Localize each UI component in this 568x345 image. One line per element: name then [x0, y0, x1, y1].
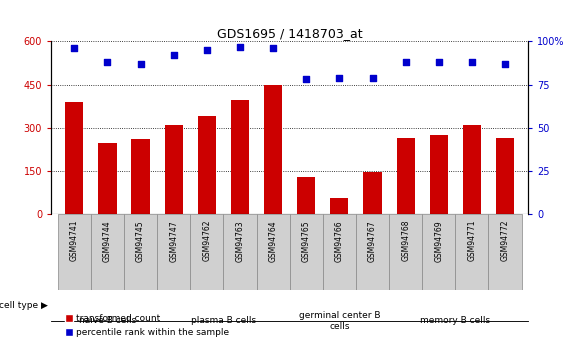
Text: GSM94744: GSM94744 [103, 220, 112, 262]
Text: germinal center B
cells: germinal center B cells [299, 311, 380, 331]
Text: GSM94766: GSM94766 [335, 220, 344, 262]
Text: GSM94763: GSM94763 [236, 220, 244, 262]
Text: GSM94762: GSM94762 [202, 220, 211, 262]
Point [335, 75, 344, 80]
Point [269, 46, 278, 51]
Bar [231, 100, 249, 214]
Point [136, 61, 145, 67]
Bar [190, 214, 223, 290]
Text: GSM94767: GSM94767 [368, 220, 377, 262]
Bar [98, 144, 116, 214]
Text: GSM94772: GSM94772 [500, 220, 509, 262]
Legend: transformed count, percentile rank within the sample: transformed count, percentile rank withi… [61, 311, 232, 341]
Text: GSM94771: GSM94771 [467, 220, 477, 262]
Bar [91, 214, 124, 290]
Point [368, 75, 377, 80]
Bar [488, 214, 521, 290]
Point [202, 47, 211, 53]
Bar [429, 135, 448, 214]
Text: naive B cells: naive B cells [79, 316, 136, 325]
Point [434, 59, 443, 65]
Bar [264, 85, 282, 214]
Bar [297, 177, 315, 214]
Text: GSM94769: GSM94769 [435, 220, 443, 262]
Text: GSM94768: GSM94768 [401, 220, 410, 262]
Bar [330, 198, 349, 214]
Point [401, 59, 410, 65]
Text: GSM94747: GSM94747 [169, 220, 178, 262]
Point [302, 77, 311, 82]
Point [103, 59, 112, 65]
Bar [364, 172, 382, 214]
Bar [389, 214, 422, 290]
Bar [124, 214, 157, 290]
Text: GSM94765: GSM94765 [302, 220, 311, 262]
Point [467, 59, 477, 65]
Bar [456, 214, 488, 290]
Text: GSM94745: GSM94745 [136, 220, 145, 262]
Text: GSM94764: GSM94764 [269, 220, 278, 262]
Bar [65, 102, 83, 214]
Text: cell type ▶: cell type ▶ [0, 301, 48, 310]
Bar [356, 214, 389, 290]
Bar [496, 138, 514, 214]
Point [235, 44, 244, 49]
Point [500, 61, 509, 67]
Bar [257, 214, 290, 290]
Text: GSM94741: GSM94741 [70, 220, 79, 262]
Bar [58, 214, 91, 290]
Bar [131, 139, 150, 214]
Bar [165, 125, 183, 214]
Bar [463, 125, 481, 214]
Title: GDS1695 / 1418703_at: GDS1695 / 1418703_at [217, 27, 362, 40]
Bar [290, 214, 323, 290]
Bar [223, 214, 257, 290]
Bar [323, 214, 356, 290]
Bar [157, 214, 190, 290]
Point [169, 52, 178, 58]
Bar [198, 116, 216, 214]
Text: memory B cells: memory B cells [420, 316, 490, 325]
Bar [396, 138, 415, 214]
Bar [422, 214, 456, 290]
Point [70, 46, 79, 51]
Text: plasma B cells: plasma B cells [191, 316, 256, 325]
